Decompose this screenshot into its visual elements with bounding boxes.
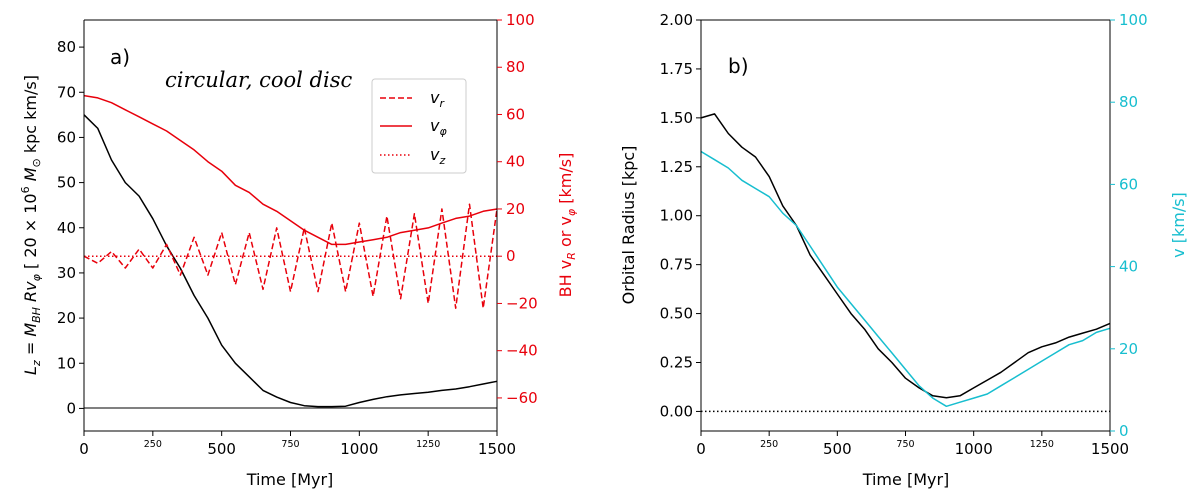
x-tick-label: 750 — [281, 439, 299, 450]
y-tick-label-left: 0.25 — [660, 354, 693, 372]
panel-a-legend: vr vφ vz — [371, 78, 467, 174]
y-tick-label-left: 80 — [57, 38, 76, 56]
panel-b-letter: b) — [728, 54, 749, 78]
x-tick-label: 750 — [896, 439, 914, 450]
y-tick-label-right: 80 — [506, 58, 525, 76]
svg-text:vφ: vφ — [430, 116, 447, 138]
legend-subscript: r — [439, 97, 445, 110]
legend-subscript: z — [438, 154, 445, 167]
x-tick-label: 1250 — [1030, 439, 1054, 450]
x-tick-label: 0 — [79, 440, 89, 458]
panel-a-annotation: circular, cool disc — [165, 68, 352, 92]
x-tick-label: 1500 — [478, 440, 516, 458]
x-tick-label: 1500 — [1091, 440, 1129, 458]
y-tick-label-right: 40 — [1119, 258, 1138, 276]
series-line-2 — [83, 203, 498, 309]
panel-b-x-axis-label: Time [Myr] — [862, 470, 950, 489]
y-tick-label-left: 70 — [57, 83, 76, 101]
y-tick-label-left: 1.00 — [660, 207, 693, 225]
x-tick-label: 1000 — [955, 440, 993, 458]
y-tick-label-left: 1.50 — [660, 109, 693, 127]
panel-b: 0 250 500 750 1000 1250 1500 0.000.250.500.751… — [619, 11, 1188, 489]
svg-text:vr: vr — [430, 88, 445, 110]
series-line-0 — [83, 114, 498, 408]
y-tick-label-left: 0 — [66, 399, 76, 417]
legend-subscript: φ — [439, 125, 447, 138]
panel-a: 0 250 500 750 1000 1250 1500 01020304050607080… — [19, 11, 578, 489]
y-tick-label-right: −20 — [506, 294, 538, 312]
y-tick-label-right: 100 — [1119, 11, 1148, 29]
panel-b-plot-area — [701, 20, 1110, 431]
legend-item-vr: vr — [380, 88, 445, 110]
y-tick-label-right: 20 — [1119, 340, 1138, 358]
x-tick-label: 500 — [207, 440, 236, 458]
svg-text:vz: vz — [430, 145, 445, 167]
y-tick-label-left: 60 — [57, 128, 76, 146]
series-line-1 — [700, 150, 1111, 408]
y-tick-label-right: 40 — [506, 153, 525, 171]
panel-a-right-axis-label: BH vR or vφ [km/s] — [556, 153, 578, 298]
panel-a-x-axis-label: Time [Myr] — [246, 470, 334, 489]
legend-symbol: v — [430, 145, 440, 164]
y-tick-label-left: 2.00 — [660, 11, 693, 29]
x-tick-label: 1000 — [340, 440, 378, 458]
x-tick-label: 0 — [696, 440, 706, 458]
y-tick-label-right: −60 — [506, 389, 538, 407]
panel-b-left-axis-label: Orbital Radius [kpc] — [619, 146, 638, 305]
panel-a-letter: a) — [110, 45, 130, 69]
legend-box — [371, 78, 467, 174]
y-tick-label-right: 100 — [506, 11, 535, 29]
y-tick-label-left: 20 — [57, 309, 76, 327]
y-tick-label-right: 60 — [506, 105, 525, 123]
y-tick-label-left: 40 — [57, 219, 76, 237]
legend-item-vz: vz — [380, 145, 445, 167]
y-tick-label-left: 10 — [57, 354, 76, 372]
panel-b-right-axis-label: v [km/s] — [1169, 192, 1188, 258]
y-tick-label-left: 0.50 — [660, 305, 693, 323]
y-tick-label-right: 80 — [1119, 93, 1138, 111]
legend-item-vphi: vφ — [380, 116, 447, 138]
x-tick-label: 500 — [823, 440, 852, 458]
y-tick-label-left: 0.75 — [660, 256, 693, 274]
y-tick-label-right: 20 — [506, 200, 525, 218]
y-tick-label-left: 30 — [57, 264, 76, 282]
legend-symbol: v — [430, 116, 440, 135]
y-tick-label-left: 50 — [57, 174, 76, 192]
legend-symbol: v — [430, 88, 440, 107]
y-tick-label-right: 0 — [1119, 422, 1129, 440]
y-tick-label-left: 1.25 — [660, 158, 693, 176]
y-tick-label-left: 0.00 — [660, 402, 693, 420]
panel-a-left-axis-label: Lz = MBH Rvφ [ 20 × 106 M⊙ kpc km/s] — [19, 75, 43, 375]
y-tick-label-right: 0 — [506, 247, 516, 265]
series-line-0 — [700, 113, 1111, 399]
y-tick-label-right: 60 — [1119, 175, 1138, 193]
y-tick-label-left: 1.75 — [660, 60, 693, 78]
x-tick-label: 250 — [144, 439, 162, 450]
y-tick-label-right: −40 — [506, 342, 538, 360]
series-line-1 — [83, 94, 498, 246]
x-tick-label: 1250 — [416, 439, 440, 450]
x-tick-label: 250 — [760, 439, 778, 450]
